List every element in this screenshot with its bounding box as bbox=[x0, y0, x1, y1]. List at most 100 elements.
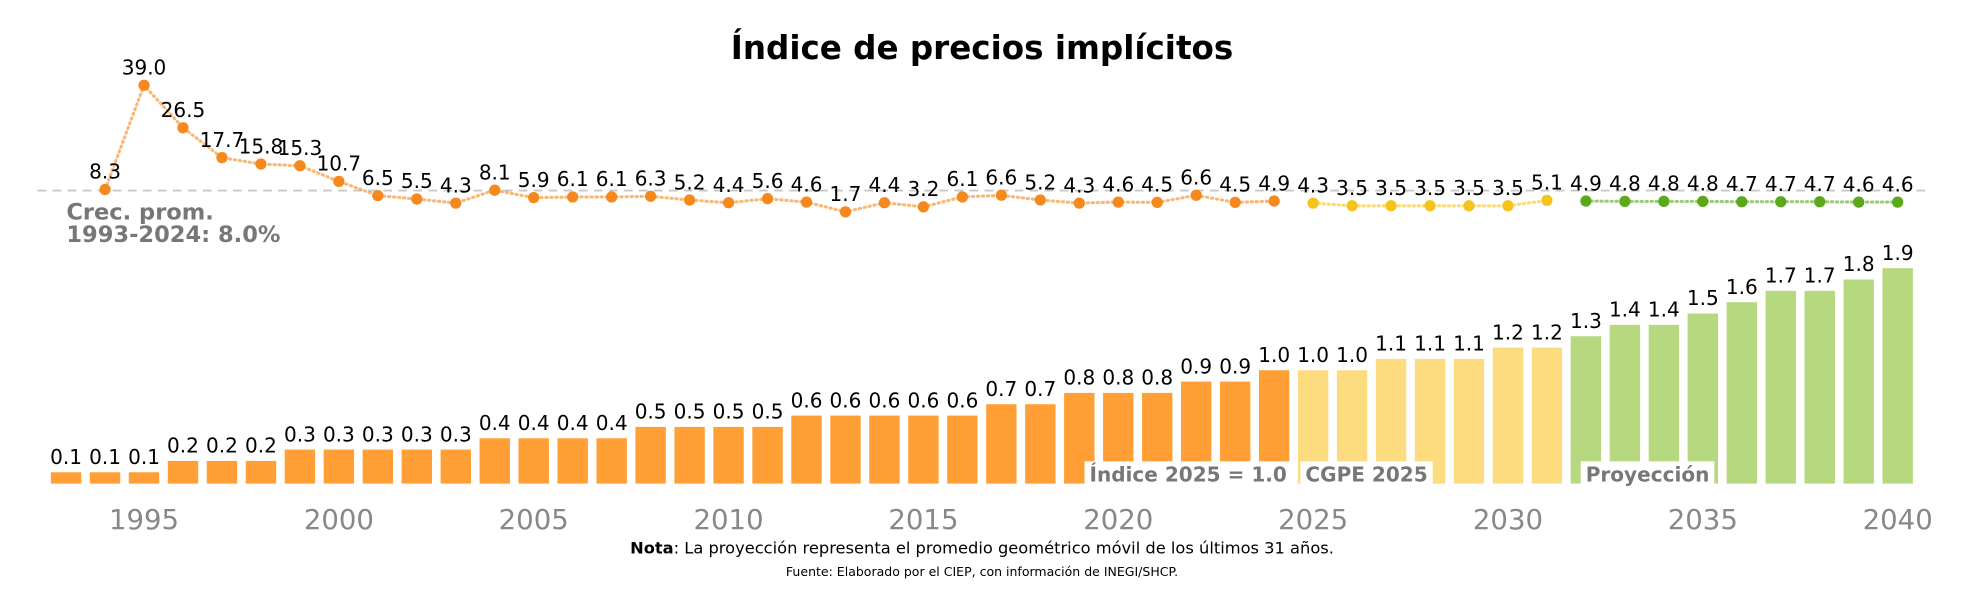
growth-point bbox=[1892, 196, 1904, 208]
note-text: : La proyección representa el promedio g… bbox=[674, 538, 1334, 557]
bar bbox=[1804, 290, 1835, 484]
growth-point bbox=[917, 201, 930, 213]
growth-point bbox=[450, 197, 462, 209]
bar-value-label: 1.0 bbox=[1297, 343, 1329, 367]
bar-value-label: 0.1 bbox=[50, 445, 82, 469]
growth-value-label: 5.2 bbox=[674, 170, 706, 194]
series-label-group: Proyección bbox=[1580, 461, 1715, 488]
growth-value-label: 4.6 bbox=[1102, 172, 1134, 196]
bar bbox=[713, 426, 744, 484]
growth-point bbox=[528, 192, 540, 204]
bar bbox=[1726, 302, 1757, 484]
x-tick-label: 2005 bbox=[499, 504, 569, 536]
series-label: Índice 2025 = 1.0 bbox=[1090, 463, 1287, 487]
bar-value-label: 1.7 bbox=[1765, 264, 1797, 288]
source: Fuente: Elaborado por el CIEP, con infor… bbox=[786, 564, 1178, 579]
chart-title: Índice de precios implícitos bbox=[731, 29, 1234, 67]
bar-value-label: 1.4 bbox=[1648, 298, 1680, 322]
growth-point bbox=[372, 189, 384, 202]
bar bbox=[128, 472, 160, 484]
growth-value-label: 4.3 bbox=[440, 173, 472, 197]
bar bbox=[1843, 279, 1874, 484]
growth-point bbox=[1424, 200, 1436, 212]
growth-value-label: 4.9 bbox=[1570, 171, 1602, 195]
growth-point bbox=[411, 193, 423, 205]
x-tick-label: 2010 bbox=[694, 504, 764, 536]
bar-value-label: 0.5 bbox=[674, 400, 706, 424]
bar bbox=[635, 426, 666, 484]
growth-point bbox=[1541, 194, 1553, 207]
growth-value-label: 4.3 bbox=[1063, 173, 1095, 197]
bar-value-label: 0.7 bbox=[1024, 377, 1056, 401]
bar-value-label: 0.4 bbox=[557, 411, 589, 435]
bar bbox=[1531, 347, 1563, 484]
bar bbox=[1492, 347, 1524, 484]
growth-point bbox=[878, 197, 891, 209]
bar bbox=[1453, 358, 1485, 484]
bar bbox=[557, 438, 588, 484]
growth-point bbox=[1853, 196, 1865, 208]
growth-value-label: 5.1 bbox=[1531, 171, 1563, 195]
growth-value-label: 6.6 bbox=[985, 166, 1017, 190]
bar-value-label: 0.1 bbox=[128, 445, 160, 469]
x-tick-label: 2040 bbox=[1863, 504, 1933, 536]
growth-value-label: 4.7 bbox=[1726, 172, 1758, 196]
growth-value-label: 4.8 bbox=[1609, 172, 1641, 196]
bar bbox=[791, 415, 822, 484]
bar-value-label: 1.1 bbox=[1453, 332, 1485, 356]
growth-value-label: 17.7 bbox=[200, 128, 245, 152]
bar-value-label: 0.3 bbox=[323, 422, 355, 446]
bar bbox=[401, 449, 433, 484]
growth-value-label: 5.9 bbox=[518, 168, 550, 192]
bar-value-label: 1.6 bbox=[1726, 275, 1758, 299]
growth-value-label: 3.2 bbox=[907, 177, 939, 201]
bar bbox=[830, 415, 861, 484]
growth-value-label: 6.3 bbox=[635, 167, 667, 191]
growth-point bbox=[177, 122, 189, 134]
bar-value-label: 0.5 bbox=[713, 400, 745, 424]
growth-value-label: 6.6 bbox=[1180, 166, 1212, 190]
growth-point bbox=[1385, 200, 1397, 212]
growth-value-label: 4.7 bbox=[1765, 172, 1797, 196]
growth-value-label: 4.5 bbox=[1219, 173, 1251, 197]
growth-point bbox=[722, 197, 735, 209]
bar-value-label: 0.2 bbox=[206, 434, 238, 458]
bar-value-label: 1.7 bbox=[1804, 264, 1836, 288]
growth-point bbox=[606, 191, 618, 203]
growth-point bbox=[255, 158, 267, 170]
growth-value-label: 4.6 bbox=[1843, 172, 1875, 196]
growth-value-label: 3.5 bbox=[1414, 176, 1446, 200]
x-tick-label: 2025 bbox=[1278, 504, 1348, 536]
growth-value-label: 3.5 bbox=[1375, 176, 1407, 200]
bar-value-label: 0.4 bbox=[479, 411, 511, 435]
series-label: Proyección bbox=[1586, 463, 1710, 487]
growth-point bbox=[1307, 197, 1319, 209]
bar bbox=[674, 426, 705, 484]
bar-value-label: 1.9 bbox=[1882, 241, 1914, 265]
bar bbox=[1570, 336, 1602, 484]
bar-value-label: 0.9 bbox=[1180, 354, 1212, 378]
bar bbox=[596, 438, 627, 484]
growth-point bbox=[1736, 196, 1748, 208]
growth-value-label: 4.8 bbox=[1687, 172, 1719, 196]
bar-value-label: 0.9 bbox=[1219, 354, 1251, 378]
growth-point bbox=[333, 175, 345, 188]
growth-point bbox=[294, 160, 306, 172]
bar-value-label: 1.0 bbox=[1336, 343, 1368, 367]
bar-value-label: 0.6 bbox=[907, 388, 939, 412]
x-tick-label: 1995 bbox=[109, 504, 179, 536]
growth-value-label: 8.3 bbox=[89, 160, 121, 184]
bar bbox=[362, 449, 394, 484]
growth-point bbox=[683, 194, 696, 206]
growth-point bbox=[1112, 196, 1124, 208]
growth-value-label: 5.6 bbox=[752, 169, 784, 193]
growth-point bbox=[1619, 195, 1631, 208]
note: Nota: La proyección representa el promed… bbox=[630, 538, 1334, 557]
growth-point bbox=[1775, 196, 1787, 208]
note-label: Nota bbox=[630, 538, 674, 557]
growth-value-label: 5.2 bbox=[1024, 170, 1056, 194]
growth-point bbox=[567, 191, 579, 203]
growth-point bbox=[1190, 189, 1202, 201]
